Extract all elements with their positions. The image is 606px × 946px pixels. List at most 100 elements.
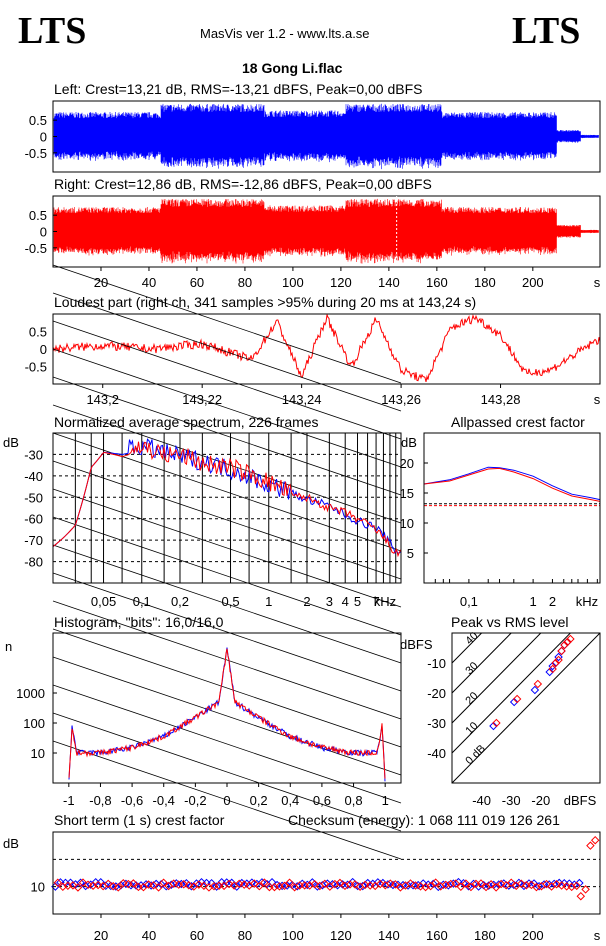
spectrum-series-right bbox=[52, 441, 402, 558]
peakrms-y-tick-label: -20 bbox=[427, 686, 446, 701]
time-x-tick-label: 160 bbox=[426, 275, 448, 290]
loudest-y-tick-label: -0.5 bbox=[25, 360, 47, 375]
spectrum-slope-line bbox=[52, 572, 402, 692]
shortterm-point-right bbox=[461, 879, 471, 888]
allpass-x-tick-label: 0,1 bbox=[460, 594, 478, 609]
shortterm-point-right bbox=[134, 882, 143, 892]
shortterm-point-right bbox=[391, 880, 400, 889]
shortterm-point-right bbox=[255, 881, 264, 891]
histogram-x-tick-label: 0 bbox=[223, 793, 230, 808]
peakrms-diagonal-label: 10 bbox=[463, 720, 480, 737]
shortterm-point-right bbox=[265, 882, 274, 892]
shortterm-y-unit: dB bbox=[3, 836, 19, 851]
loudest-x-tick-label: 143,28 bbox=[481, 392, 521, 407]
spectrum-y-tick-label: -80 bbox=[24, 555, 43, 570]
allpass-x-tick-label: 2 bbox=[549, 594, 556, 609]
peakrms-point-right bbox=[512, 694, 522, 704]
peakrms-diagonal bbox=[451, 632, 512, 694]
histogram-x-tick-label: 1 bbox=[382, 793, 389, 808]
time-x-tick-label: 20 bbox=[94, 275, 108, 290]
shortterm-point-right bbox=[275, 882, 284, 891]
allpass-y-tick-label: 15 bbox=[400, 486, 414, 501]
peakrms-x-tick-label: -40 bbox=[472, 793, 491, 808]
peakrms-point-right bbox=[548, 664, 557, 674]
peakrms-point-right bbox=[560, 640, 569, 650]
shortterm-point-right bbox=[476, 879, 486, 888]
time-x-tick-label: 120 bbox=[330, 275, 352, 290]
loudest-trace bbox=[52, 314, 601, 383]
spectrum-x-tick-label: 5 bbox=[354, 594, 361, 609]
shortterm-point-right bbox=[129, 879, 138, 888]
spectrum-y-tick-label: -70 bbox=[24, 533, 43, 548]
shortterm-x-tick-label: 180 bbox=[474, 928, 496, 943]
shortterm-point-right bbox=[124, 879, 133, 889]
shortterm-x-tick-label: 100 bbox=[282, 928, 304, 943]
left-waveform-y-tick-label: 0.5 bbox=[29, 113, 47, 128]
shortterm-point-right bbox=[522, 881, 531, 890]
shortterm-point-left bbox=[106, 881, 116, 891]
shortterm-x-tick-label: 140 bbox=[378, 928, 400, 943]
shortterm-point-left bbox=[217, 878, 226, 887]
shortterm-point-left bbox=[308, 878, 317, 887]
spectrum-x-tick-label: 4 bbox=[342, 594, 349, 609]
shortterm-point-right bbox=[431, 878, 440, 887]
spectrum-x-tick-label: 0,5 bbox=[221, 594, 239, 609]
shortterm-point-left bbox=[408, 881, 418, 890]
peakrms-diagonal-label: 30 bbox=[463, 660, 480, 677]
peakrms-point-right bbox=[557, 646, 566, 656]
spectrum-y-tick-label: -50 bbox=[24, 490, 43, 505]
histogram-x-tick-label: -0,6 bbox=[121, 793, 143, 808]
shortterm-point-right bbox=[114, 883, 123, 892]
shortterm-point-left bbox=[398, 880, 408, 890]
peak-rms-title: Peak vs RMS level bbox=[451, 614, 569, 630]
peakrms-diagonal bbox=[451, 632, 542, 724]
shortterm-point-right bbox=[456, 882, 466, 891]
shortterm-point-right bbox=[491, 883, 501, 892]
histogram-x-tick-label: -1 bbox=[63, 793, 75, 808]
shortterm-point-right bbox=[416, 882, 425, 891]
histogram-y-unit: n bbox=[5, 639, 12, 654]
spectrum-slope-line bbox=[52, 460, 402, 580]
spectrum-x-tick-label: 2 bbox=[303, 594, 310, 609]
shortterm-point-right bbox=[260, 878, 269, 887]
allpass-y-tick-label: 5 bbox=[407, 546, 414, 561]
shortterm-point-left bbox=[575, 878, 584, 888]
shortterm-point-right bbox=[581, 885, 590, 894]
peakrms-diagonal-label: 0 dB bbox=[463, 743, 487, 767]
shortterm-x-tick-label: 80 bbox=[238, 928, 252, 943]
peakrms-y-tick-label: -40 bbox=[427, 746, 446, 761]
allpass-series-right bbox=[423, 467, 601, 502]
left-waveform-trace bbox=[53, 103, 599, 170]
shortterm-point-right bbox=[154, 883, 163, 892]
loudest-part-title: Loudest part (right ch, 341 samples >95%… bbox=[54, 294, 477, 310]
right-channel-title: Right: Crest=12,86 dB, RMS=-12,86 dBFS, … bbox=[54, 176, 432, 192]
shortterm-point-right bbox=[285, 878, 294, 887]
shortterm-point-left bbox=[91, 877, 100, 887]
histogram-x-tick-label: 0,4 bbox=[281, 793, 299, 808]
spectrum-y-tick-label: -40 bbox=[24, 469, 43, 484]
loudest-x-unit: s bbox=[594, 392, 601, 407]
spectrum-slope-line bbox=[52, 712, 402, 832]
spectrum-slope-line bbox=[52, 656, 402, 776]
shortterm-point-right bbox=[451, 879, 461, 888]
allpass-x-unit: kHz bbox=[576, 594, 598, 609]
histogram-y-tick-label: 100 bbox=[23, 716, 45, 731]
shortterm-point-right bbox=[300, 881, 309, 890]
spectrum-slope-line bbox=[52, 516, 402, 636]
peakrms-point-right bbox=[492, 718, 501, 728]
shortterm-point-left bbox=[479, 880, 488, 890]
shortterm-x-tick-label: 60 bbox=[190, 928, 204, 943]
shortterm-point-left bbox=[348, 877, 357, 887]
spectrum-x-tick-label: 0,2 bbox=[171, 594, 189, 609]
file-name: 18 Gong Li.flac bbox=[242, 60, 343, 76]
right-waveform-trace bbox=[53, 198, 599, 264]
shortterm-point-right bbox=[73, 883, 83, 892]
peakrms-point-right bbox=[563, 637, 572, 647]
shortterm-frame bbox=[52, 831, 601, 915]
histogram-x-tick-label: 0,2 bbox=[250, 793, 268, 808]
spectrum-x-tick-label: 7 bbox=[372, 594, 379, 609]
spectrum-slope-line bbox=[52, 348, 402, 468]
lts-logo-left: LTS bbox=[18, 10, 87, 52]
spectrum-slope-line bbox=[52, 432, 402, 552]
peakrms-y-tick-label: -30 bbox=[427, 716, 446, 731]
